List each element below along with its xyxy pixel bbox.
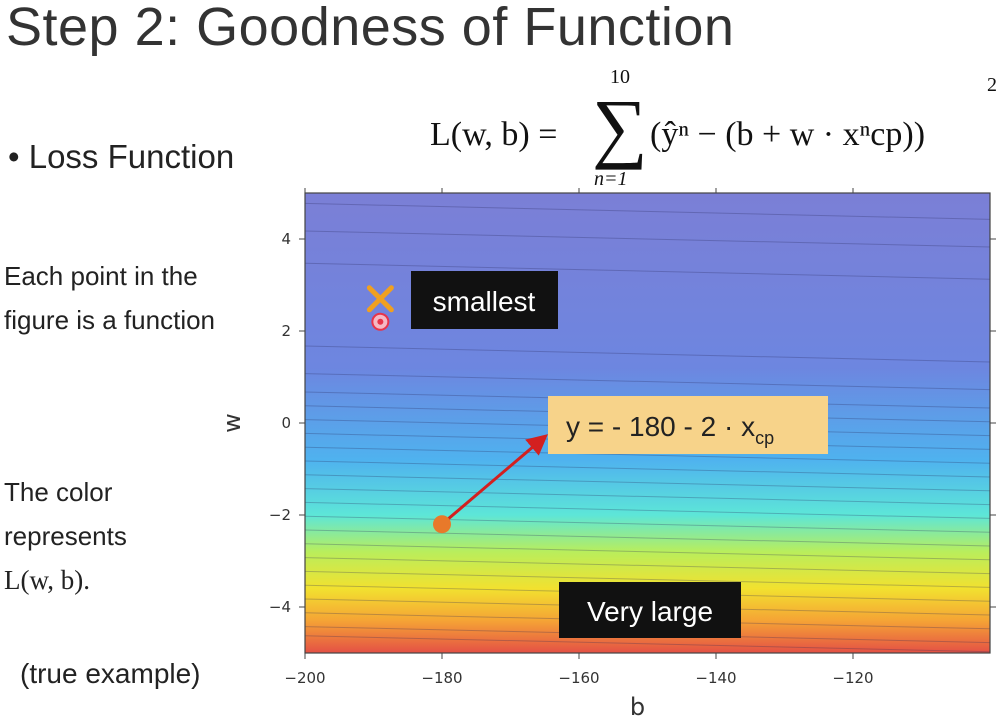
contour-line: [305, 230, 990, 248]
annotation-equation: y = - 180 - 2 · xcp: [566, 411, 774, 448]
side-text-color-line2: represents: [4, 521, 127, 551]
x-tick-label: −120: [832, 669, 873, 687]
contour-line: [305, 501, 990, 519]
point-example: [433, 515, 451, 534]
contour-line: [305, 202, 990, 220]
axes: −200 −180 −160 −140 −120 4 2 0 −2 −4 b w: [218, 188, 996, 720]
chart-marks: smallest y = - 180 - 2 · xcp Very large: [366, 271, 828, 638]
side-text-color: The color represents L(w, b).: [4, 470, 244, 602]
x-tick-label: −200: [284, 669, 325, 687]
contour-line: [305, 474, 990, 492]
contour-line: [305, 515, 990, 533]
contour-line: [305, 488, 990, 506]
contour-line: [305, 557, 990, 575]
contour-line: [305, 529, 990, 547]
slide-title: Step 2: Goodness of Function: [6, 0, 735, 57]
side-text-color-line3: L(w, b).: [4, 565, 90, 595]
annotation-smallest-box: [411, 271, 558, 329]
contour-line: [305, 460, 990, 478]
contour-line: [305, 635, 990, 653]
example-arrow: [441, 434, 548, 526]
point-minimum-core: [377, 318, 384, 325]
formula-lhs: L(w, b) =: [430, 116, 558, 153]
side-text-color-line1: The color: [4, 477, 113, 507]
footer-true-example: (true example): [20, 658, 201, 689]
formula-sum-lower: n=1: [594, 168, 628, 190]
point-smallest-x-icon: [366, 285, 394, 313]
contour-line: [305, 446, 990, 464]
annotation-very-large-box: [559, 582, 741, 638]
contour-line: [305, 543, 990, 561]
formula-power: 2: [987, 74, 997, 96]
contour-line: [305, 345, 990, 363]
annotation-very-large: Very large: [587, 596, 713, 627]
bullet-loss-function: • Loss Function: [8, 138, 235, 175]
annotation-equation-box: [548, 396, 828, 454]
annotation-smallest: smallest: [433, 286, 536, 317]
contour-line: [305, 262, 990, 280]
side-text-each-point: Each point in the figure is a function: [4, 261, 216, 335]
formula-sum-upper: 10: [610, 66, 630, 88]
y-tick-label: 4: [281, 230, 291, 248]
contour-line: [305, 570, 990, 588]
x-tick-label: −180: [421, 669, 462, 687]
contour-line: [305, 373, 990, 391]
x-axis-label: b: [630, 693, 645, 720]
formula-rhs: (ŷⁿ − (b + w · xⁿcp)): [650, 116, 926, 153]
x-tick-label: −140: [695, 669, 736, 687]
x-tick-label: −160: [558, 669, 599, 687]
sigma-icon: ∑: [592, 83, 648, 170]
y-tick-label: −4: [269, 598, 291, 616]
y-tick-label: 0: [281, 414, 291, 432]
y-tick-label: −2: [269, 506, 291, 524]
y-axis-label: w: [218, 413, 246, 433]
y-tick-label: 2: [281, 322, 291, 340]
